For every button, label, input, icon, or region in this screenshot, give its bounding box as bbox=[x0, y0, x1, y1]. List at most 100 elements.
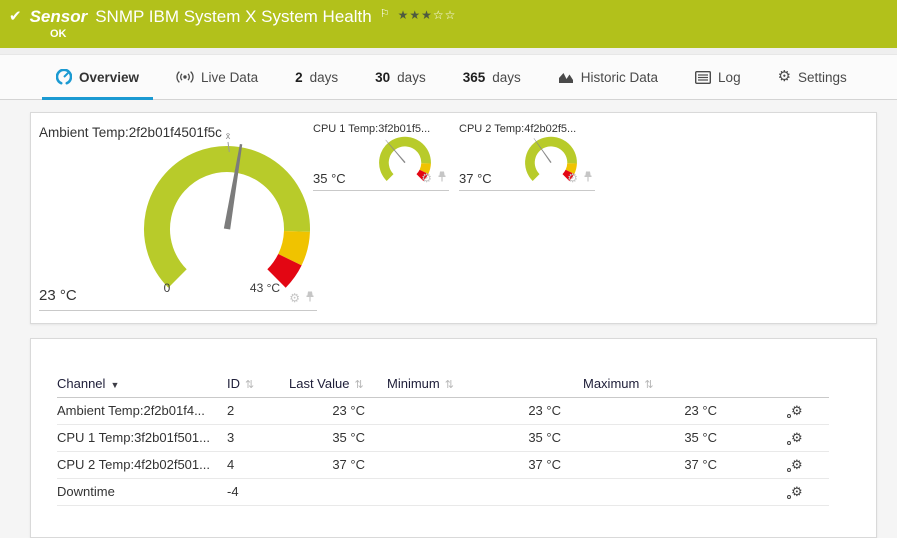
header-substrip bbox=[0, 48, 897, 55]
gear-icon: ⚙ bbox=[777, 68, 792, 85]
column-header-last-value[interactable]: Last Value ⇅ bbox=[289, 371, 387, 398]
status-badge: OK bbox=[50, 28, 67, 40]
gauge-cell-actions: ⚙ bbox=[567, 169, 593, 187]
stars-empty[interactable]: ☆☆ bbox=[432, 8, 457, 22]
stars-filled[interactable]: ★★★ bbox=[397, 8, 433, 22]
tab-label: Overview bbox=[79, 69, 140, 85]
channel-settings-icon[interactable]: ⚙ bbox=[787, 458, 803, 472]
gauge-cell-actions: ⚙ bbox=[421, 169, 447, 187]
gear-icon[interactable]: ⚙ bbox=[567, 171, 578, 185]
sortable-icon: ⇅ bbox=[444, 379, 454, 392]
gauge-icon bbox=[56, 69, 72, 85]
tab-live-data[interactable]: Live Data bbox=[176, 55, 258, 99]
channel-id-cell: 3 bbox=[227, 424, 289, 452]
channel-name-cell[interactable]: CPU 2 Temp:4f2b02f501... bbox=[57, 451, 227, 479]
maximum-cell: 23 °C bbox=[583, 397, 739, 425]
sensor-title-row: ✔ Sensor SNMP IBM System X System Health… bbox=[9, 6, 456, 28]
priority-stars[interactable]: ★★★☆☆ bbox=[398, 8, 457, 22]
sortable-icon: ⇅ bbox=[245, 379, 255, 392]
gauge-needle bbox=[385, 139, 406, 164]
gauge-needle bbox=[533, 138, 552, 164]
channel-table: Channel ▼ ID ⇅ Last Value ⇅ Minimum ⇅ Maximu… bbox=[57, 371, 829, 506]
area-chart-icon bbox=[558, 70, 574, 84]
column-header-tools bbox=[739, 371, 829, 398]
maximum-cell: 37 °C bbox=[583, 451, 739, 479]
channel-settings-icon[interactable]: ⚙ bbox=[787, 485, 803, 499]
maximum-cell: 35 °C bbox=[583, 424, 739, 452]
tab-2-days[interactable]: 2 days bbox=[295, 55, 338, 99]
pin-icon[interactable] bbox=[583, 169, 593, 187]
gauges-panel: Ambient Temp:2f2b01f4501f5c x̄ 0 43 °C 2… bbox=[30, 112, 877, 324]
tab-settings[interactable]: ⚙ Settings bbox=[778, 55, 847, 99]
tab-365-days[interactable]: 365 days bbox=[463, 55, 521, 99]
tab-number: 2 bbox=[295, 69, 303, 85]
gauge-current-value: 37 °C bbox=[459, 171, 492, 186]
column-label: ID bbox=[227, 376, 240, 392]
sortable-icon: ⇅ bbox=[644, 379, 654, 392]
last-value-cell: 23 °C bbox=[289, 397, 387, 425]
sensor-header: ✔ Sensor SNMP IBM System X System Health… bbox=[0, 0, 897, 48]
row-tools-cell: ⚙ bbox=[739, 478, 829, 506]
channel-settings-icon[interactable]: ⚙ bbox=[787, 404, 803, 418]
table-row[interactable]: Ambient Temp:2f2b01f4... 2 23 °C 23 °C 2… bbox=[57, 397, 829, 425]
sensor-kicker: Sensor bbox=[29, 7, 88, 26]
tab-label: days bbox=[309, 69, 339, 85]
pin-icon[interactable] bbox=[437, 169, 447, 187]
pin-icon[interactable] bbox=[305, 289, 315, 307]
scale-max-label: 43 °C bbox=[250, 281, 280, 295]
gauge-ambient-temp: Ambient Temp:2f2b01f4501f5c x̄ 0 43 °C 2… bbox=[39, 119, 317, 311]
channels-panel: Channel ▼ ID ⇅ Last Value ⇅ Minimum ⇅ Maximu… bbox=[30, 338, 877, 538]
log-list-icon bbox=[695, 70, 712, 84]
gear-icon[interactable]: ⚙ bbox=[289, 291, 300, 305]
gauge-title: Ambient Temp:2f2b01f4501f5c bbox=[39, 125, 222, 140]
tab-number: 365 bbox=[462, 69, 486, 85]
gauge-cell-actions: ⚙ bbox=[289, 289, 315, 307]
row-tools-cell: ⚙ bbox=[739, 451, 829, 479]
column-header-minimum[interactable]: Minimum ⇅ bbox=[387, 371, 583, 398]
column-label: Maximum bbox=[583, 376, 640, 392]
column-label: Minimum bbox=[387, 376, 440, 392]
table-row[interactable]: Downtime -4 ⚙ bbox=[57, 478, 829, 506]
gauge-needle bbox=[223, 143, 243, 230]
gauge-current-value: 23 °C bbox=[39, 287, 77, 304]
channel-id-cell: -4 bbox=[227, 478, 289, 506]
gauge-cpu2-temp: CPU 2 Temp:4f2b02f5... 37 °C ⚙ bbox=[459, 119, 595, 191]
flag-icon[interactable]: ⚐ bbox=[379, 8, 390, 20]
tab-historic-data[interactable]: Historic Data bbox=[558, 55, 658, 99]
table-header-row: Channel ▼ ID ⇅ Last Value ⇅ Minimum ⇅ Maximu… bbox=[57, 371, 829, 398]
tab-label: Log bbox=[718, 69, 741, 85]
minimum-cell: 37 °C bbox=[387, 451, 583, 479]
table-row[interactable]: CPU 2 Temp:4f2b02f501... 4 37 °C 37 °C 3… bbox=[57, 451, 829, 479]
channel-id-cell: 2 bbox=[227, 397, 289, 425]
tab-bar: Overview Live Data 2 days 30 days 365 da… bbox=[0, 55, 897, 100]
last-value-cell bbox=[289, 478, 387, 506]
column-header-channel[interactable]: Channel ▼ bbox=[57, 371, 227, 398]
row-tools-cell: ⚙ bbox=[739, 397, 829, 425]
channel-settings-icon[interactable]: ⚙ bbox=[787, 431, 803, 445]
tab-30-days[interactable]: 30 days bbox=[375, 55, 426, 99]
channel-name-cell[interactable]: CPU 1 Temp:3f2b01f501... bbox=[57, 424, 227, 452]
average-marker: x̄ bbox=[226, 131, 231, 141]
column-header-maximum[interactable]: Maximum ⇅ bbox=[583, 371, 739, 398]
tab-overview[interactable]: Overview bbox=[41, 55, 154, 100]
gauge-title: CPU 2 Temp:4f2b02f5... bbox=[459, 123, 577, 135]
channel-id-cell: 4 bbox=[227, 451, 289, 479]
channel-name-cell[interactable]: Ambient Temp:2f2b01f4... bbox=[57, 397, 227, 425]
tab-log[interactable]: Log bbox=[695, 55, 741, 99]
gauge-title: CPU 1 Temp:3f2b01f5... bbox=[313, 123, 431, 135]
scale-min-label: 0 bbox=[164, 281, 171, 295]
tab-label: days bbox=[492, 69, 521, 85]
tab-label: Settings bbox=[798, 69, 847, 85]
row-tools-cell: ⚙ bbox=[739, 424, 829, 452]
live-data-icon bbox=[176, 70, 194, 84]
gauge-cpu1-temp: CPU 1 Temp:3f2b01f5... 35 °C ⚙ bbox=[313, 119, 449, 191]
channel-name-cell[interactable]: Downtime bbox=[57, 478, 227, 506]
gear-icon[interactable]: ⚙ bbox=[421, 171, 432, 185]
column-header-id[interactable]: ID ⇅ bbox=[227, 371, 289, 398]
gauge-current-value: 35 °C bbox=[313, 171, 346, 186]
last-value-cell: 35 °C bbox=[289, 424, 387, 452]
sort-desc-icon: ▼ bbox=[110, 380, 120, 391]
table-row[interactable]: CPU 1 Temp:3f2b01f501... 3 35 °C 35 °C 3… bbox=[57, 424, 829, 452]
ambient-temp-gauge: x̄ 0 43 °C bbox=[144, 131, 310, 295]
tab-label: Live Data bbox=[201, 69, 259, 85]
